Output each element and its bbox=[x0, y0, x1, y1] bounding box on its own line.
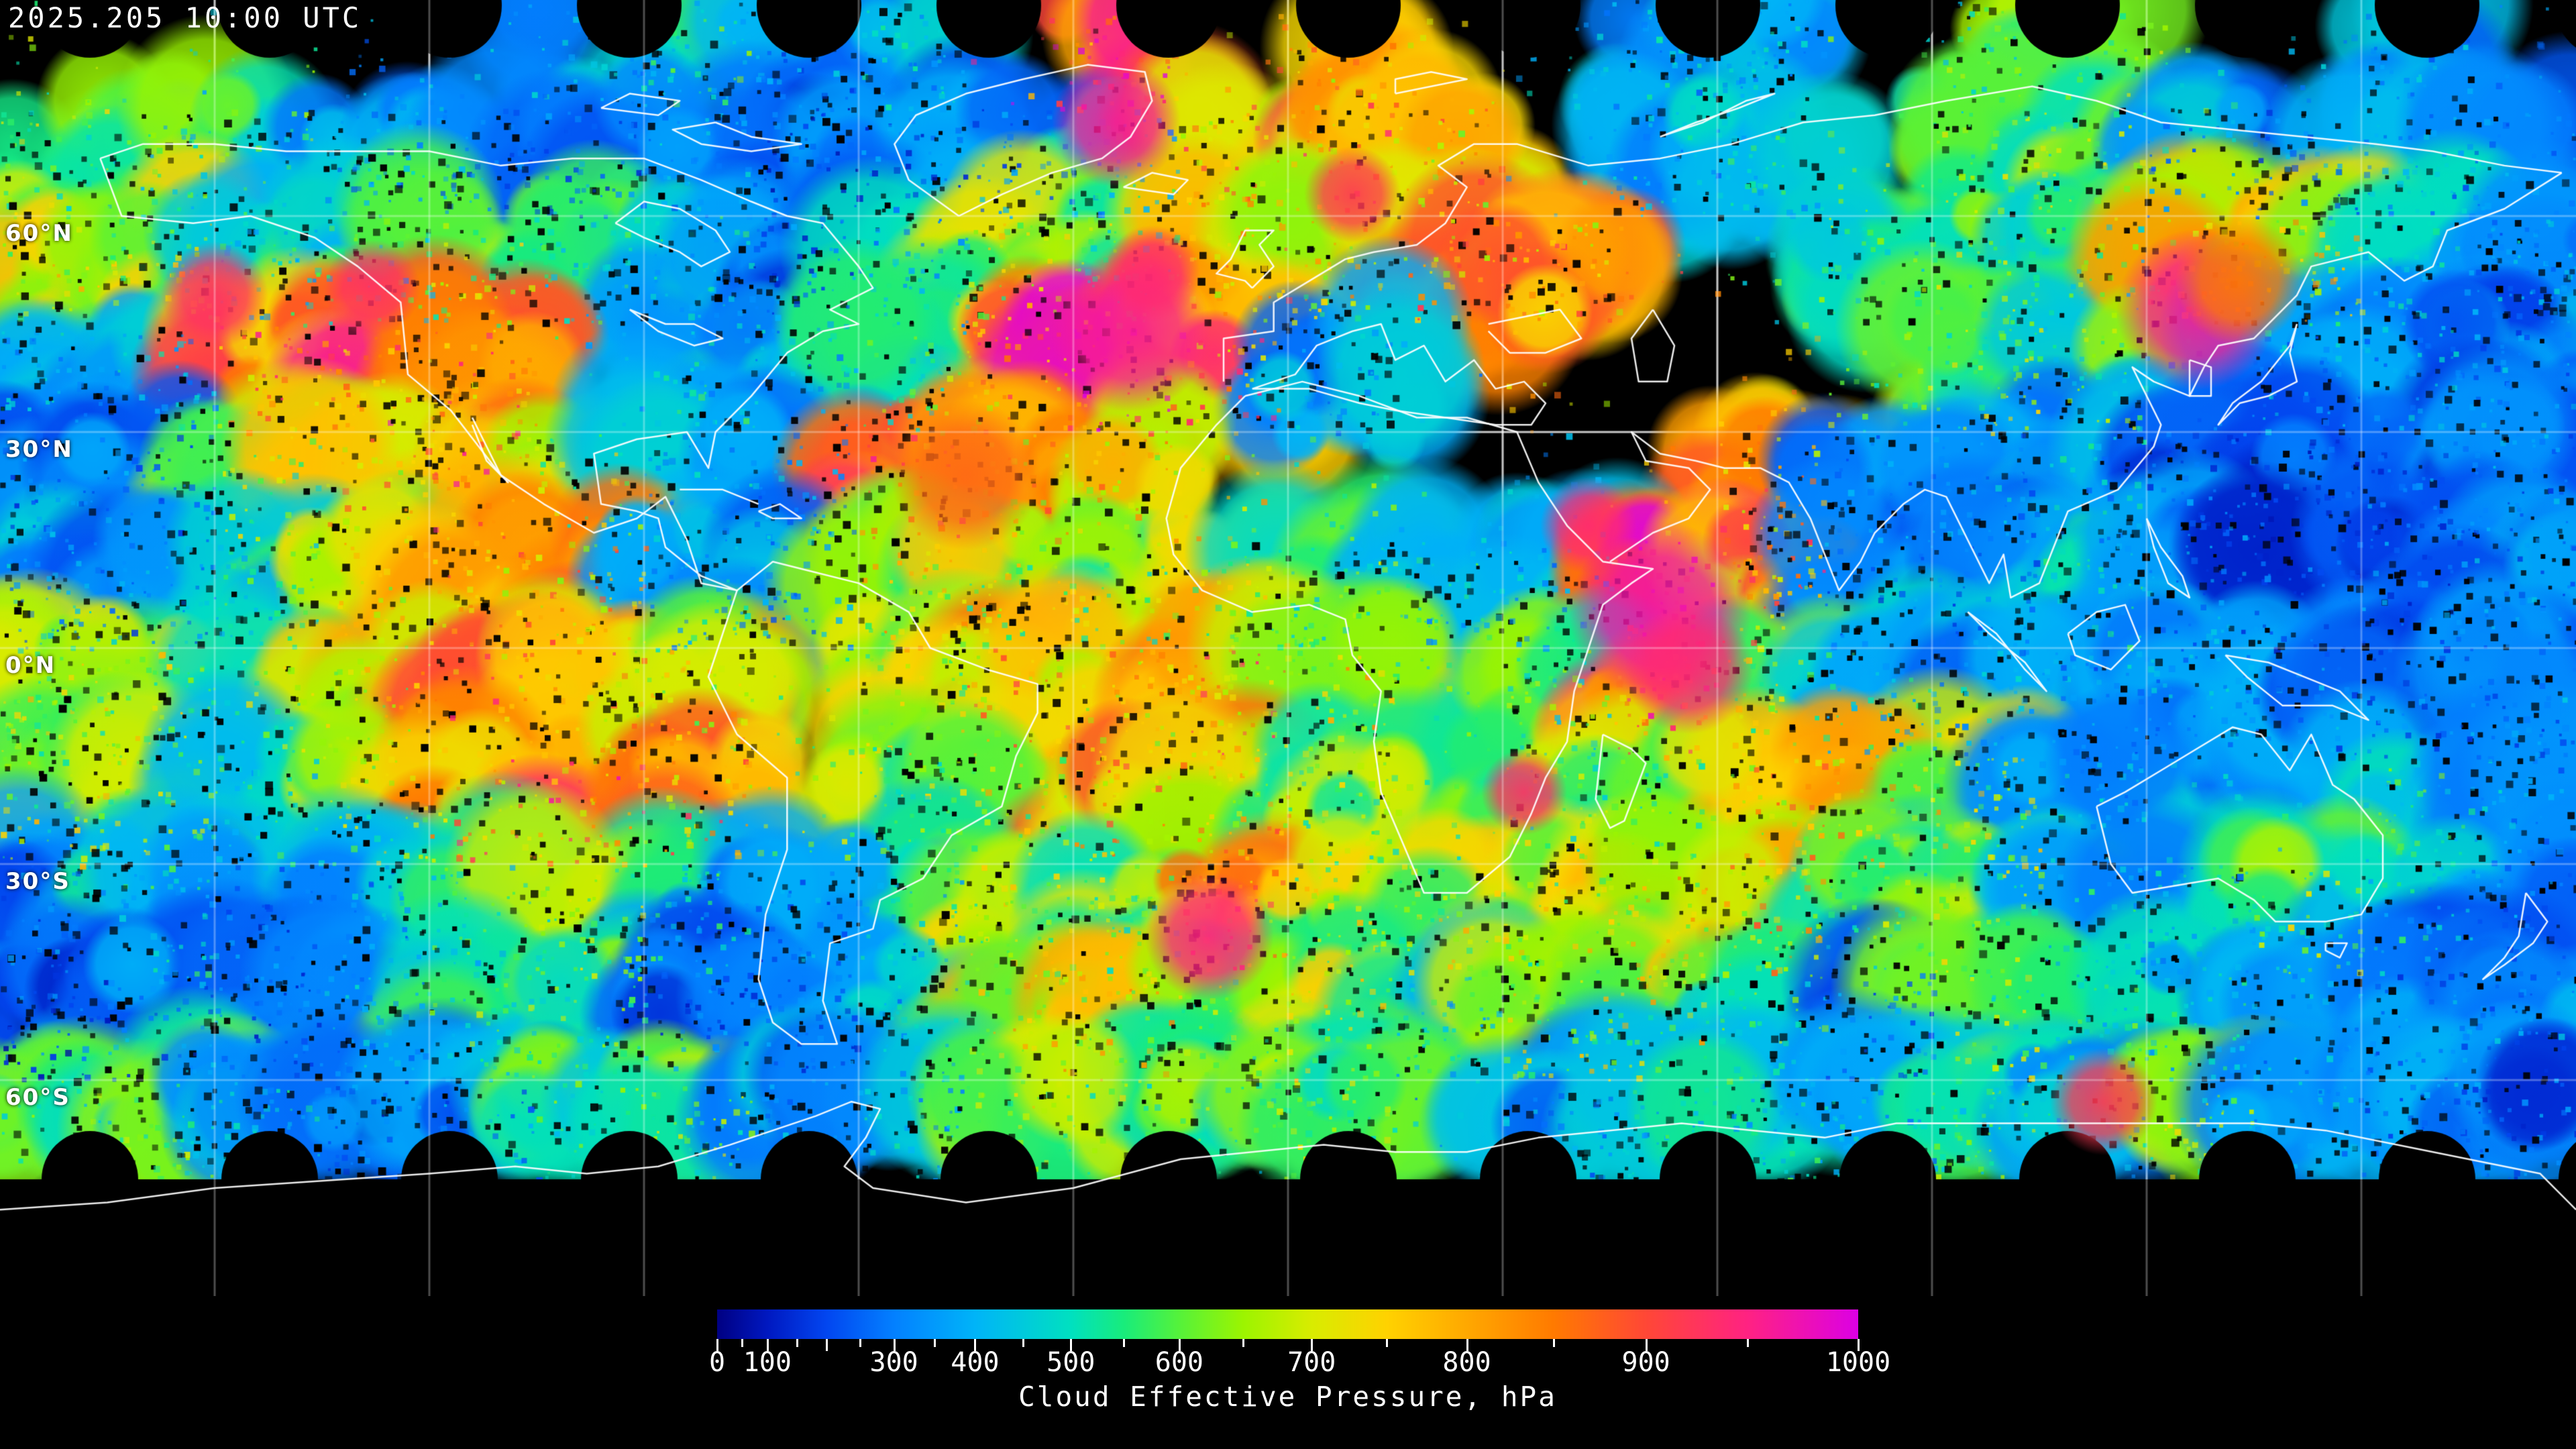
colorbar-tick-label: 800 bbox=[1442, 1347, 1491, 1378]
colorbar-tick bbox=[766, 1339, 769, 1351]
colorbar-tick-label: 500 bbox=[1046, 1347, 1095, 1378]
lat-label-30s: 30°S bbox=[5, 868, 70, 895]
colorbar-title: Cloud Effective Pressure, hPa bbox=[1018, 1381, 1557, 1413]
lat-label-0n: 0°N bbox=[5, 652, 56, 679]
colorbar-tick-label: 300 bbox=[869, 1347, 918, 1378]
colorbar-tick bbox=[716, 1339, 718, 1351]
colorbar-tick bbox=[1466, 1339, 1468, 1351]
colorbar-tick bbox=[1311, 1339, 1313, 1351]
colorbar-tick bbox=[1645, 1339, 1648, 1351]
colorbar-tick-label: 0 bbox=[708, 1347, 726, 1378]
lat-label-60s: 60°S bbox=[5, 1084, 70, 1111]
colorbar-tick bbox=[1070, 1339, 1073, 1351]
colorbar-gradient bbox=[717, 1309, 1858, 1339]
colorbar-tick bbox=[1747, 1339, 1749, 1347]
colorbar-tick bbox=[1122, 1339, 1125, 1347]
lat-label-30n: 30°N bbox=[5, 436, 73, 463]
colorbar-tick bbox=[974, 1339, 977, 1351]
colorbar-tick-label: 900 bbox=[1621, 1347, 1670, 1378]
colorbar-tick bbox=[796, 1339, 799, 1347]
colorbar-tick-label: 700 bbox=[1287, 1347, 1336, 1378]
timestamp-label: 2025.205 10:00 UTC bbox=[8, 1, 362, 34]
colorbar-tick-label: 600 bbox=[1155, 1347, 1204, 1378]
colorbar-tick-label: 100 bbox=[743, 1347, 792, 1378]
colorbar-tick bbox=[741, 1339, 744, 1347]
colorbar-tick bbox=[893, 1339, 896, 1351]
colorbar-tick bbox=[1552, 1339, 1555, 1347]
colorbar-tick bbox=[826, 1339, 828, 1351]
world-cloud-pressure-map bbox=[0, 0, 2576, 1296]
colorbar-tick bbox=[1386, 1339, 1389, 1347]
colorbar-tick-label: 400 bbox=[951, 1347, 1000, 1378]
colorbar-tick bbox=[1178, 1339, 1181, 1351]
lat-label-60n: 60°N bbox=[5, 220, 73, 247]
colorbar-tick bbox=[859, 1339, 862, 1347]
colorbar-tick-label: 1000 bbox=[1825, 1347, 1891, 1378]
colorbar-tick bbox=[1858, 1339, 1860, 1351]
colorbar-tick bbox=[1242, 1339, 1245, 1347]
colorbar-tick bbox=[1022, 1339, 1024, 1347]
colorbar-tick bbox=[934, 1339, 936, 1347]
